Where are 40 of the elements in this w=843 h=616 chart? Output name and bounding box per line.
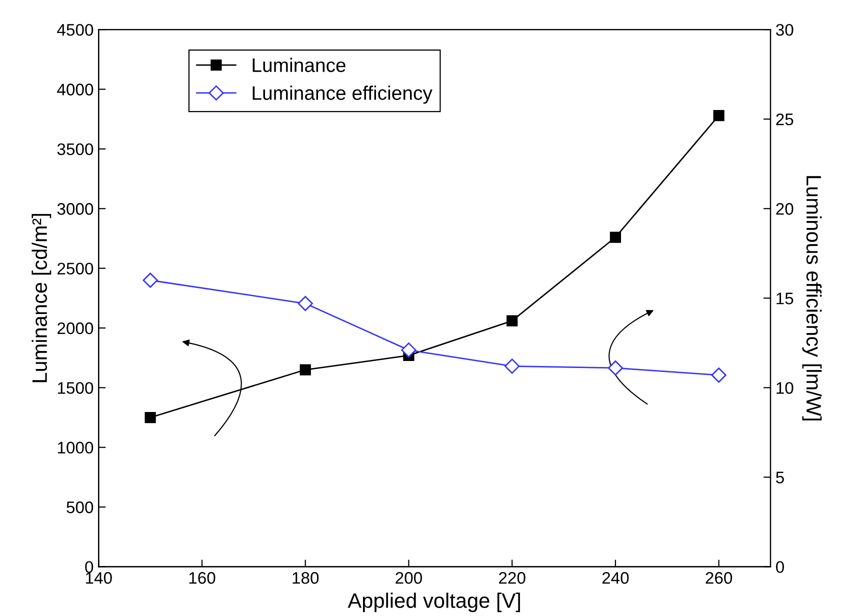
y2-tick-label: 5 (776, 472, 784, 484)
point (711, 368, 726, 383)
point (142, 272, 158, 288)
x-tick-label: 140 (86, 572, 112, 584)
x-tick-label: 180 (292, 572, 319, 584)
point (504, 358, 520, 374)
legend-label: Luminance (252, 58, 346, 72)
y-tick-label: 1000 (58, 442, 94, 454)
y-axis-title: Luminance [cd/m²] (32, 214, 52, 382)
y2-tick-label: 25 (776, 113, 794, 126)
x-tick-label: 200 (396, 572, 422, 584)
point (506, 315, 518, 326)
point (300, 364, 311, 376)
y-tick-label: 0 (85, 561, 94, 573)
legend-label: Luminance efficiency (252, 86, 432, 104)
y-tick-label: 1500 (58, 382, 94, 394)
y-tick-label: 3500 (57, 143, 94, 156)
x-tick-label: 160 (189, 572, 216, 584)
y2-axis-title: Luminous efficiency [lm/W] (802, 176, 822, 420)
y-tick-label: 500 (66, 501, 94, 514)
point (608, 360, 624, 376)
y-tick-label: 3000 (57, 203, 94, 215)
y2-tick-label: 20 (776, 203, 794, 215)
x-axis-title: Applied voltage [V] (348, 592, 520, 612)
point (401, 342, 416, 358)
point (298, 296, 313, 312)
y2-tick-label: 15 (776, 292, 794, 304)
point (144, 412, 156, 424)
y-tick-label: 2500 (58, 262, 94, 275)
x-tick-label: 240 (602, 572, 629, 584)
point (610, 232, 622, 243)
y2-tick-label: 10 (776, 382, 794, 394)
y2-tick-label: 0 (776, 561, 784, 573)
x-tick-label: 260 (706, 572, 732, 584)
y2-tick-label: 30 (776, 24, 794, 36)
x-tick-label: 220 (499, 572, 526, 584)
y-tick-label: 4000 (57, 84, 94, 96)
point (713, 110, 724, 122)
y-tick-label: 2000 (58, 322, 94, 334)
y-tick-label: 4500 (57, 24, 94, 36)
